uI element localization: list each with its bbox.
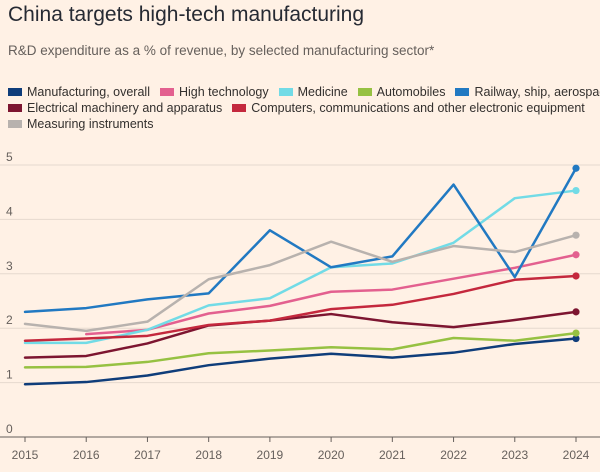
series-end-marker-computers-communications-and-other-electronic-equipment [572,272,580,280]
series-line-computers-communications-and-other-electronic-equipment [23,274,578,342]
legend-row-3: Measuring instruments [8,116,598,132]
series-line-electrical-machinery-and-apparatus [23,310,578,359]
legend-swatch [455,88,470,96]
legend-item-measuring-instruments: Measuring instruments [8,116,153,132]
series-end-marker-electrical-machinery-and-apparatus [572,308,580,316]
legend-swatch [357,88,372,96]
legend-swatch [8,88,22,96]
legend-item-electrical-machinery: Electrical machinery and apparatus [8,100,222,116]
x-tick-label: 2015 [12,448,39,462]
series-line-railway-ship-aerospace [23,167,578,314]
chart-subtitle: R&D expenditure as a % of revenue, by se… [8,43,435,58]
series-end-marker-measuring-instruments [572,231,580,239]
series-end-marker-medicine [572,186,580,195]
y-tick-label: 2 [6,313,13,327]
series-end-marker-automobiles [572,329,580,337]
series-line-high-technology [84,253,578,336]
y-tick-label: 4 [6,204,13,218]
y-tick-label: 5 [6,150,13,164]
legend-label: Electrical machinery and apparatus [27,101,223,115]
x-tick-label: 2024 [563,448,590,462]
series-end-marker-high-technology [572,251,580,259]
y-tick-label: 1 [6,368,13,382]
legend-swatch [232,104,247,112]
chart-title: China targets high-tech manufacturing [8,3,365,26]
series-line-measuring-instruments [23,233,578,333]
legend-label: Computers, communications and other elec… [251,101,585,115]
legend-item-computers-communications: Computers, communications and other elec… [232,100,585,116]
chart-legend: Manufacturing, overall High technology M… [8,84,600,132]
y-tick-label: 3 [6,259,13,273]
series-line-automobiles [23,331,578,369]
series-end-marker-manufacturing-overall [572,334,580,343]
marker-layer [572,164,580,343]
x-tick-label: 2022 [440,448,467,462]
legend-swatch [8,120,22,128]
legend-label: Measuring instruments [27,117,154,131]
legend-row-1: Manufacturing, overall High technology M… [8,84,600,100]
x-tick-label: 2020 [318,448,345,462]
x-tick-label: 2017 [134,448,161,462]
legend-label: Railway, ship, aerospace [474,85,600,99]
legend-label: Automobiles [376,85,446,99]
series-layer [23,167,578,386]
series-end-marker-railway-ship-aerospace [572,164,580,172]
legend-item-railway-ship-aerospace: Railway, ship, aerospace [455,84,600,100]
legend-swatch [8,104,22,112]
legend-label: High technology [178,85,269,99]
legend-item-high-technology: High technology [159,84,269,100]
y-tick-label: 0 [6,422,13,436]
x-tick-label: 2019 [257,448,284,462]
legend-item-medicine: Medicine [278,84,348,100]
series-line-medicine [23,189,578,345]
x-tick-label: 2018 [195,448,222,462]
legend-item-automobiles: Automobiles [357,84,446,100]
legend-swatch [159,88,174,96]
axis-layer: 0 1 2 3 4 5 2015 2016 2017 2018 2019 2020 2021 2022 20… [0,150,600,462]
legend-swatch [278,88,293,96]
legend-label: Medicine [297,85,348,99]
x-tick-label: 2016 [73,448,100,462]
x-tick-label: 2023 [501,448,528,462]
series-line-manufacturing-overall [23,337,578,386]
legend-item-manufacturing-overall: Manufacturing, overall [8,84,150,100]
x-tick-label: 2021 [379,448,406,462]
legend-row-2: Electrical machinery and apparatus Compu… [8,100,598,116]
legend-label: Manufacturing, overall [27,85,150,99]
